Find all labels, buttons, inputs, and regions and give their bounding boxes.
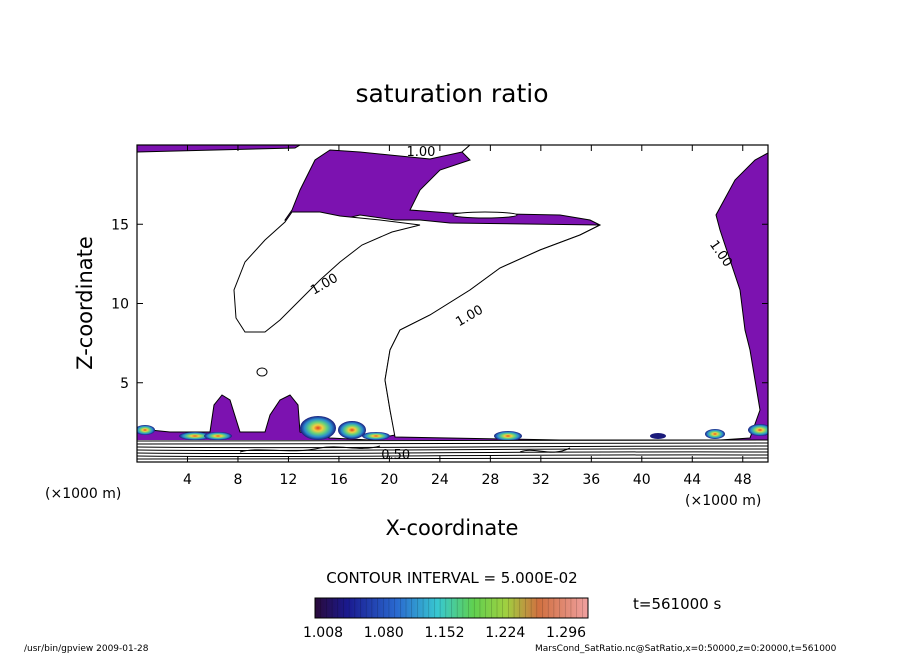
chart-title: saturation ratio	[355, 79, 548, 108]
high-spot	[300, 416, 336, 440]
surface-contours	[137, 439, 768, 460]
colorbar	[314, 597, 589, 619]
colorbar-tick-label: 1.080	[364, 625, 404, 641]
contour-label: 1.00	[406, 145, 435, 160]
colorbar-tick-label: 1.008	[303, 625, 343, 641]
contour-label: 0.50	[381, 448, 410, 463]
x-tick-label: 28	[481, 472, 499, 488]
x-tick-label: 36	[582, 472, 600, 488]
contour-field	[137, 145, 768, 462]
x-units-right: (×1000 m)	[685, 493, 761, 509]
high-spot	[748, 424, 768, 436]
x-axis-ticks: 4 8 12 16 20 24 28 32 36 40 44 48	[183, 145, 752, 488]
x-tick-label: 20	[380, 472, 398, 488]
x-tick-label: 12	[280, 472, 298, 488]
x-units-left: (×1000 m)	[45, 486, 121, 502]
colorbar-tick-label: 1.224	[485, 625, 525, 641]
colorbar-tick-label: 1.296	[546, 625, 586, 641]
high-spot	[650, 433, 666, 439]
high-spot	[179, 432, 211, 440]
footer-right: MarsCond_SatRatio.nc@SatRatio,x=0:50000,…	[535, 644, 837, 654]
subsaturated-right	[384, 145, 768, 441]
x-tick-label: 8	[233, 472, 242, 488]
y-axis-ticks: 5 10 15	[111, 217, 768, 392]
high-spot	[705, 429, 725, 439]
high-spot	[204, 432, 232, 440]
time-label: t=561000 s	[633, 595, 721, 613]
x-tick-label: 24	[431, 472, 449, 488]
y-axis-label: Z-coordinate	[73, 236, 97, 370]
colorbar-tick-label: 1.152	[424, 625, 464, 641]
subsaturated-pocket	[233, 211, 421, 333]
y-tick-label: 10	[111, 297, 129, 313]
contour-interval: CONTOUR INTERVAL = 5.000E-02	[326, 569, 577, 587]
high-spot	[137, 425, 155, 435]
colorbar-bands	[320, 598, 583, 618]
x-tick-label: 44	[683, 472, 701, 488]
x-tick-label: 4	[183, 472, 192, 488]
x-axis-label: X-coordinate	[386, 516, 519, 540]
x-tick-label: 48	[734, 472, 752, 488]
high-spot	[362, 432, 390, 440]
colorbar-ticks: 1.008 1.080 1.152 1.224 1.296	[303, 625, 586, 641]
footer-left: /usr/bin/gpview 2009-01-28	[24, 644, 149, 654]
y-tick-label: 5	[120, 376, 129, 392]
y-tick-label: 15	[111, 217, 129, 233]
x-tick-label: 40	[633, 472, 651, 488]
x-tick-label: 32	[532, 472, 550, 488]
high-spot	[338, 421, 366, 439]
subsaturated-lens	[452, 211, 518, 219]
high-spot	[494, 431, 522, 441]
x-tick-label: 16	[330, 472, 348, 488]
